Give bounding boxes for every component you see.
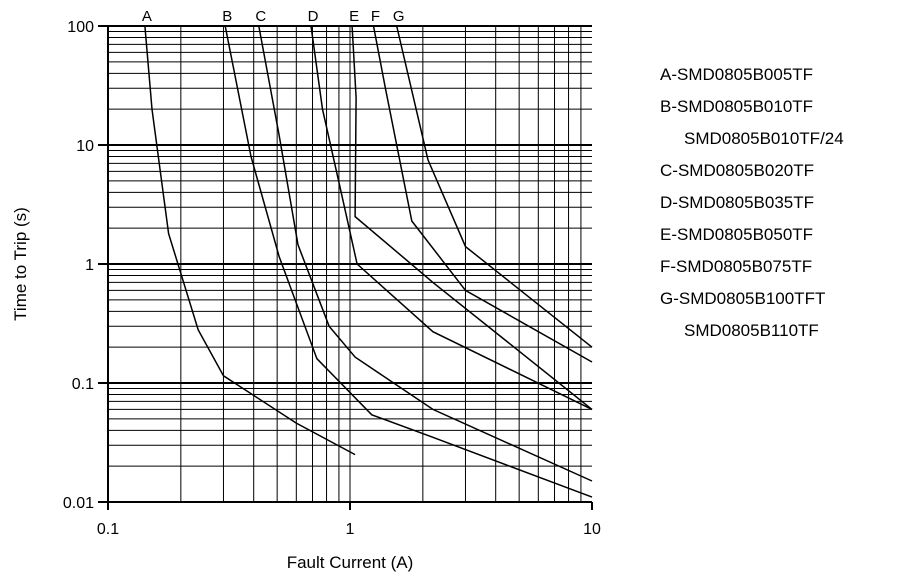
trip-curve-a [144, 25, 356, 456]
legend-entry: A-SMD0805B005TF [660, 65, 813, 84]
curve-label-b: B [222, 8, 232, 25]
legend-entry: C-SMD0805B020TF [660, 161, 814, 180]
x-tick-label: 10 [583, 521, 601, 538]
legend-entry: B-SMD0805B010TF [660, 97, 813, 116]
curve-label-d: D [308, 8, 319, 25]
trip-curve-g [395, 25, 593, 348]
x-axis-title: Fault Current (A) [287, 553, 414, 572]
curve-label-a: A [142, 8, 152, 25]
y-axis-title: Time to Trip (s) [11, 207, 30, 321]
y-tick-label: 0.1 [72, 376, 94, 393]
curve-label-f: F [371, 8, 380, 25]
trip-curve-e [351, 25, 593, 410]
y-tick-label: 1 [85, 257, 94, 274]
legend-entry: G-SMD0805B100TFT [660, 289, 825, 308]
trip-curve-f [372, 25, 593, 363]
y-tick-label: 10 [76, 138, 94, 155]
trip-curve-d [310, 25, 593, 411]
curve-label-e: E [349, 8, 359, 25]
y-tick-label: 0.01 [63, 495, 94, 512]
y-tick-label: 100 [67, 19, 94, 36]
x-tick-label: 0.1 [97, 521, 119, 538]
curve-label-c: C [255, 8, 266, 25]
legend-entry: D-SMD0805B035TF [660, 193, 814, 212]
trip-curve-b [224, 25, 593, 498]
legend-entry: F-SMD0805B075TF [660, 257, 812, 276]
legend-entry: E-SMD0805B050TF [660, 225, 813, 244]
trip-curve-c [258, 25, 593, 482]
curve-label-g: G [393, 8, 405, 25]
legend-entry: SMD0805B010TF/24 [684, 129, 844, 148]
x-tick-label: 1 [346, 521, 355, 538]
legend-entry: SMD0805B110TF [684, 321, 819, 340]
